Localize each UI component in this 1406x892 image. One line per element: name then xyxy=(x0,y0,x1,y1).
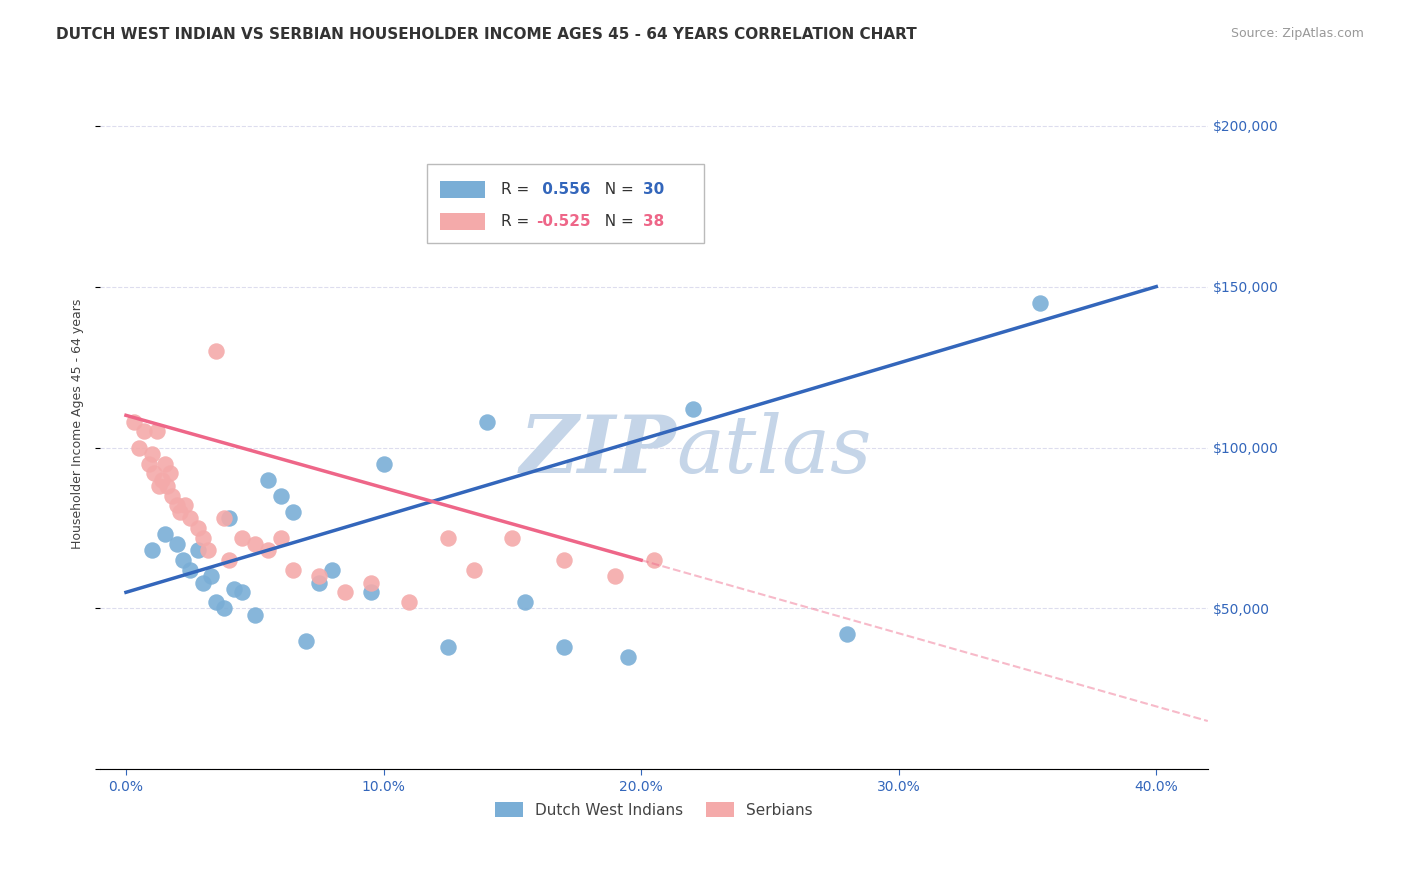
Point xyxy=(283,563,305,577)
Point xyxy=(270,489,292,503)
Point xyxy=(205,595,228,609)
FancyBboxPatch shape xyxy=(440,181,485,198)
Point xyxy=(179,563,201,577)
Point xyxy=(172,553,194,567)
Text: -0.525: -0.525 xyxy=(537,214,591,228)
Point xyxy=(231,531,253,545)
Point xyxy=(398,595,420,609)
Point xyxy=(617,649,640,664)
Point xyxy=(166,537,188,551)
Point xyxy=(218,553,240,567)
Point xyxy=(256,473,278,487)
Point xyxy=(218,511,240,525)
Point xyxy=(256,543,278,558)
Point xyxy=(128,441,150,455)
Point xyxy=(148,479,170,493)
Point xyxy=(437,640,460,654)
Text: atlas: atlas xyxy=(676,412,872,490)
Point xyxy=(605,569,627,583)
Point xyxy=(146,425,169,439)
Point xyxy=(283,505,305,519)
Point xyxy=(224,582,246,596)
Text: R =: R = xyxy=(501,182,534,197)
Point xyxy=(321,563,343,577)
Point xyxy=(501,531,523,545)
Point xyxy=(162,489,184,503)
Text: N =: N = xyxy=(595,214,638,228)
Point xyxy=(463,563,485,577)
Text: DUTCH WEST INDIAN VS SERBIAN HOUSEHOLDER INCOME AGES 45 - 64 YEARS CORRELATION C: DUTCH WEST INDIAN VS SERBIAN HOUSEHOLDER… xyxy=(56,27,917,42)
Point xyxy=(205,343,228,358)
Point xyxy=(153,527,176,541)
Point xyxy=(156,479,179,493)
Point xyxy=(169,505,191,519)
Point xyxy=(187,543,209,558)
Point xyxy=(231,585,253,599)
Point xyxy=(515,595,537,609)
Point xyxy=(138,457,160,471)
Point xyxy=(270,531,292,545)
Text: R =: R = xyxy=(501,214,534,228)
Point xyxy=(174,499,197,513)
Text: Source: ZipAtlas.com: Source: ZipAtlas.com xyxy=(1230,27,1364,40)
Point xyxy=(360,575,382,590)
Point xyxy=(437,531,460,545)
Point xyxy=(553,640,575,654)
Point xyxy=(360,585,382,599)
Point xyxy=(333,585,356,599)
Text: 38: 38 xyxy=(643,214,664,228)
Point xyxy=(212,601,235,615)
Point xyxy=(166,499,188,513)
Point xyxy=(122,415,145,429)
Point xyxy=(308,575,330,590)
Legend: Dutch West Indians, Serbians: Dutch West Indians, Serbians xyxy=(489,796,818,824)
Point xyxy=(187,521,209,535)
Text: ZIP: ZIP xyxy=(519,412,676,490)
Point xyxy=(475,415,498,429)
Point xyxy=(179,511,201,525)
Point xyxy=(200,569,222,583)
Text: 0.556: 0.556 xyxy=(537,182,591,197)
Point xyxy=(553,553,575,567)
Point xyxy=(308,569,330,583)
Point xyxy=(373,457,395,471)
Point xyxy=(643,553,665,567)
Point xyxy=(132,425,155,439)
Point xyxy=(193,575,215,590)
Point xyxy=(141,447,163,461)
Text: 30: 30 xyxy=(643,182,664,197)
Point xyxy=(159,467,181,481)
Point xyxy=(150,473,173,487)
Point xyxy=(837,627,859,641)
Point xyxy=(143,467,166,481)
Point xyxy=(193,531,215,545)
Point xyxy=(295,633,318,648)
Point xyxy=(243,537,266,551)
Point xyxy=(153,457,176,471)
Point xyxy=(212,511,235,525)
Text: N =: N = xyxy=(595,182,638,197)
Point xyxy=(243,607,266,622)
Point xyxy=(197,543,219,558)
Point xyxy=(1029,295,1052,310)
FancyBboxPatch shape xyxy=(440,212,485,230)
FancyBboxPatch shape xyxy=(427,164,704,244)
Y-axis label: Householder Income Ages 45 - 64 years: Householder Income Ages 45 - 64 years xyxy=(72,298,84,549)
Point xyxy=(682,401,704,416)
Point xyxy=(141,543,163,558)
